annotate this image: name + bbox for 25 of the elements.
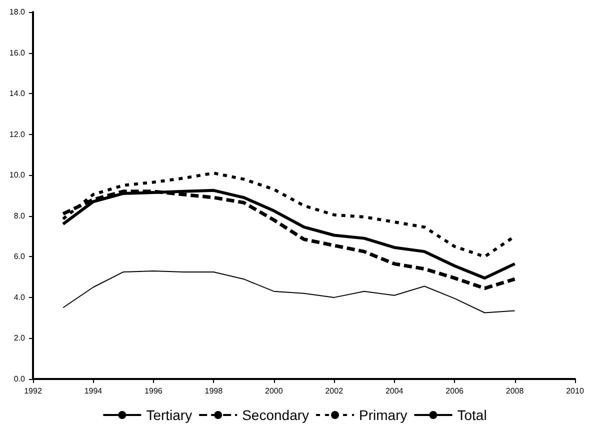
x-tick-label: 2008 — [506, 386, 524, 396]
y-tick-label: 0.0 — [14, 374, 26, 384]
y-tick-label: 14.0 — [9, 89, 26, 98]
x-tick-label: 2002 — [325, 386, 344, 396]
legend-label: Secondary — [242, 407, 310, 423]
line-series — [62, 270, 516, 314]
y-tick-label: 18.0 — [9, 8, 26, 16]
y-tick-label: 4.0 — [14, 292, 26, 302]
x-tick-label: 2000 — [264, 386, 284, 396]
y-tick-label: 10.0 — [9, 170, 26, 180]
y-tick-label: 2.0 — [14, 334, 26, 343]
x-tick-label: 1992 — [24, 386, 42, 396]
y-tick-label: 8.0 — [14, 211, 26, 220]
x-tick-label: 2010 — [566, 386, 584, 396]
x-tick-label: 1998 — [204, 386, 224, 396]
legend-label: Tertiary — [146, 407, 192, 423]
legend-label: Primary — [359, 407, 408, 423]
x-tick-label: 1994 — [84, 386, 103, 396]
x-tick-label: 2006 — [446, 386, 464, 396]
x-tick-label: 1996 — [144, 386, 163, 396]
y-tick-label: 6.0 — [14, 252, 26, 262]
y-tick-label: 12.0 — [9, 130, 26, 139]
legend-label: Total — [457, 407, 487, 423]
x-tick-label: 2004 — [385, 386, 404, 396]
y-tick-label: 16.0 — [9, 48, 26, 58]
